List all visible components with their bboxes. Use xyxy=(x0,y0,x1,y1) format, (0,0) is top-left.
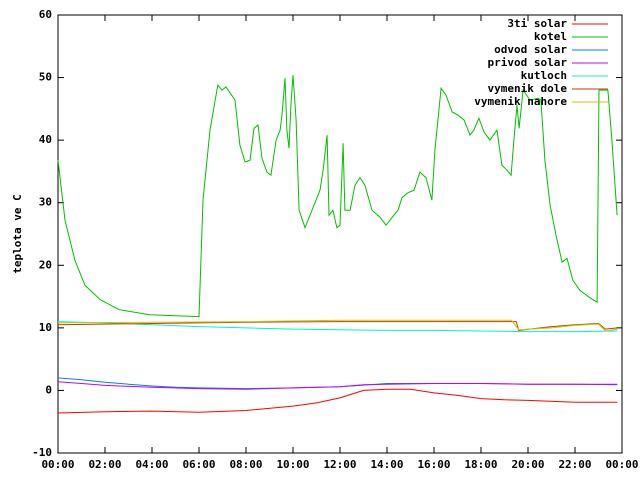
x-tick-label: 16:00 xyxy=(417,458,450,471)
legend-label: privod solar xyxy=(488,56,568,69)
y-tick-label: 60 xyxy=(39,8,52,21)
y-tick-label: -10 xyxy=(32,446,52,459)
series-line xyxy=(57,75,618,318)
x-tick-label: 04:00 xyxy=(135,458,168,471)
legend-label: 3ti solar xyxy=(507,17,567,30)
x-tick-label: 00:00 xyxy=(605,458,638,471)
y-axis-label: teplota ve C xyxy=(11,194,24,273)
y-tick-label: 10 xyxy=(39,321,52,334)
x-tick-label: 18:00 xyxy=(464,458,497,471)
y-tick-label: 40 xyxy=(39,133,52,146)
x-tick-label: 02:00 xyxy=(88,458,121,471)
legend-label: vymenik nahore xyxy=(474,95,567,108)
x-tick-label: 12:00 xyxy=(323,458,356,471)
legend-label: odvod solar xyxy=(494,43,567,56)
x-tick-label: 14:00 xyxy=(370,458,403,471)
x-tick-label: 22:00 xyxy=(558,458,591,471)
legend-label: vymenik dole xyxy=(488,82,568,95)
x-tick-label: 08:00 xyxy=(229,458,262,471)
legend-label: kutloch xyxy=(521,69,567,82)
y-tick-label: 20 xyxy=(39,258,52,271)
x-tick-label: 20:00 xyxy=(511,458,544,471)
series-line xyxy=(57,319,618,332)
series-line xyxy=(57,321,618,333)
y-tick-label: 30 xyxy=(39,196,52,209)
x-tick-label: 10:00 xyxy=(276,458,309,471)
y-tick-label: 0 xyxy=(45,383,52,396)
x-tick-label: 06:00 xyxy=(182,458,215,471)
series-line xyxy=(57,321,618,331)
series-line xyxy=(57,381,618,390)
series-line xyxy=(57,388,618,414)
legend-label: kotel xyxy=(534,30,567,43)
x-tick-label: 00:00 xyxy=(41,458,74,471)
y-tick-label: 50 xyxy=(39,71,52,84)
